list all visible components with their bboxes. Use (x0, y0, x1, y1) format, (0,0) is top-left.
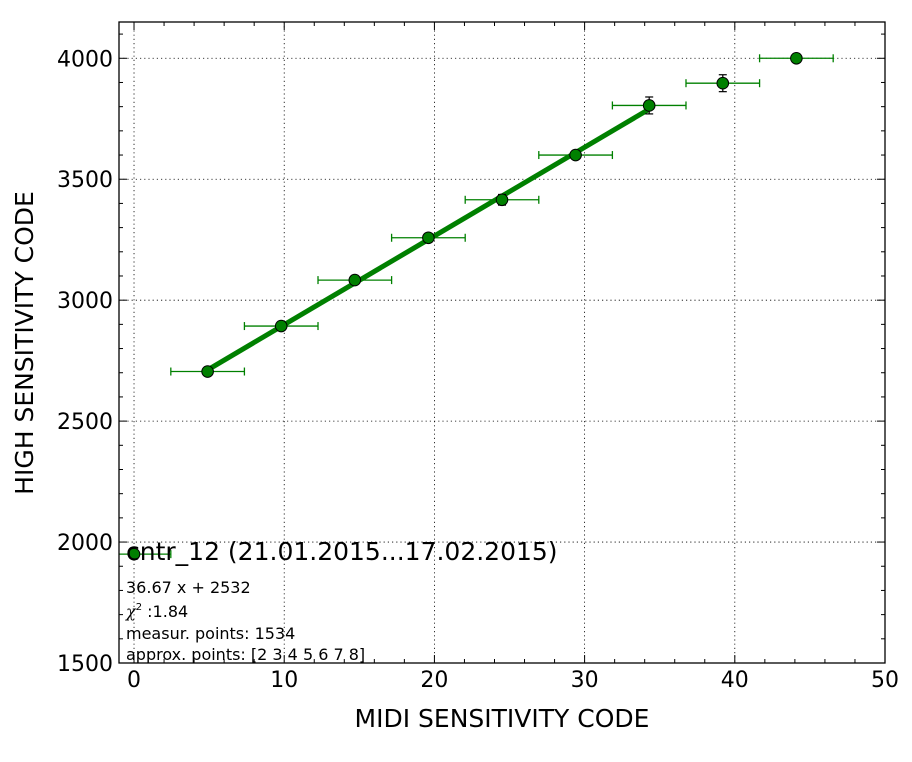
ticks-layer (119, 22, 886, 664)
data-point (274, 319, 288, 333)
y-tick-label: 2000 (57, 531, 113, 556)
data-point (569, 148, 582, 162)
x-tick-label: 50 (871, 668, 899, 693)
data-point (790, 51, 803, 65)
annotation-chi2-value: :1.84 (142, 602, 188, 621)
annotation-group: cntr_12 (21.01.2015...17.02.2015) 36.67 … (125, 537, 558, 664)
y-tick-label: 1500 (57, 652, 113, 677)
x-tick-label: 20 (420, 668, 448, 693)
annotation-chi2-sup: 2 (136, 602, 142, 613)
data-point (495, 193, 509, 207)
data-point (642, 99, 656, 112)
annotation-equation: 36.67 x + 2532 (126, 578, 251, 597)
x-axis-label: MIDI SENSITIVITY CODE (355, 704, 650, 733)
annotation-chi2: χ2 :1.84 (125, 602, 188, 621)
x-tick-label: 30 (571, 668, 599, 693)
tick-labels-layer: 0 10 20 30 40 50 1500 2000 2500 3000 3500 4000 (57, 47, 899, 693)
annotation-approx-points: approx. points: [2 3 4 5 6 7 8] (126, 645, 365, 664)
y-tick-label: 3000 (57, 289, 113, 314)
error-bars-layer (119, 54, 834, 559)
data-point (716, 76, 730, 90)
y-tick-label: 4000 (57, 47, 113, 72)
y-axis-label: HIGH SENSITIVITY CODE (10, 191, 39, 495)
x-tick-label: 10 (270, 668, 298, 693)
data-point (127, 547, 141, 561)
annotation-title: cntr_12 (21.01.2015...17.02.2015) (126, 537, 558, 566)
data-point (201, 365, 214, 378)
data-point (422, 231, 435, 245)
annotation-measur-points: measur. points: 1534 (126, 624, 295, 643)
x-tick-label: 40 (721, 668, 749, 693)
plot-frame (118, 21, 886, 664)
grid-layer (119, 22, 885, 663)
x-tick-label: 0 (127, 668, 141, 693)
annotation-chi2-symbol: χ (125, 602, 137, 621)
data-point (348, 273, 362, 287)
points-layer (127, 51, 803, 561)
y-tick-label: 2500 (57, 410, 113, 435)
y-tick-label: 3500 (57, 168, 113, 193)
